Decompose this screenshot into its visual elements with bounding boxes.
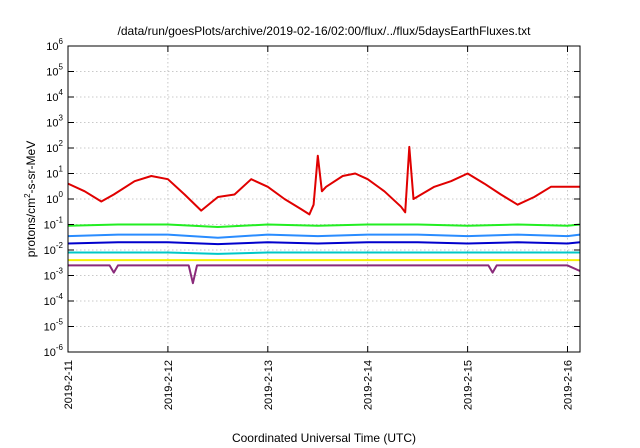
y-tick-exponent: 5 <box>59 63 64 72</box>
y-axis-label-part: protons/cm <box>24 198 38 257</box>
y-tick-exponent: 1 <box>59 165 64 174</box>
y-tick-base: 10 <box>46 194 58 206</box>
x-tick-label: 2019-2-14 <box>363 360 375 410</box>
y-tick-labels: 10-610-510-410-310-210-11001011021031041… <box>44 37 64 359</box>
x-tick-label: 2019-2-15 <box>463 360 475 410</box>
y-tick-exponent: 4 <box>59 88 64 97</box>
series-line-1 <box>67 145 580 216</box>
y-tick-exponent: -5 <box>56 318 64 327</box>
axis-ticks <box>67 45 580 353</box>
y-tick-label: 10-5 <box>44 318 64 334</box>
y-tick-label: 106 <box>46 37 63 53</box>
y-tick-base: 10 <box>46 92 58 104</box>
y-tick-base: 10 <box>46 67 58 79</box>
y-tick-base: 10 <box>44 245 56 257</box>
grid-lines <box>67 45 580 353</box>
y-axis-label-part: -s-sr-MeV <box>24 141 38 194</box>
y-tick-base: 10 <box>44 296 56 308</box>
y-tick-label: 10-6 <box>44 343 64 359</box>
y-tick-base: 10 <box>46 143 58 155</box>
y-tick-exponent: -2 <box>56 241 64 250</box>
y-tick-label: 103 <box>46 114 63 130</box>
y-tick-label: 104 <box>46 88 63 104</box>
y-tick-base: 10 <box>44 322 56 334</box>
series-line-3 <box>67 233 581 239</box>
y-tick-base: 10 <box>44 271 56 283</box>
y-tick-base: 10 <box>46 169 58 181</box>
y-tick-exponent: -3 <box>56 267 64 276</box>
y-tick-base: 10 <box>46 41 58 53</box>
x-tick-labels: 2019-2-11 2019-2-12 2019-2-13 2019-2-14 2019… <box>63 360 575 410</box>
y-tick-label: 102 <box>46 139 63 155</box>
y-tick-exponent: 2 <box>59 139 64 148</box>
y-tick-label: 101 <box>46 165 63 181</box>
series-line-7 <box>68 264 581 285</box>
y-tick-base: 10 <box>44 347 56 359</box>
y-tick-exponent: 6 <box>59 37 64 46</box>
y-tick-exponent: 0 <box>59 190 64 199</box>
chart-title: /data/run/goesPlots/archive/2019-02-16/0… <box>118 24 532 38</box>
y-tick-label: 100 <box>46 190 63 206</box>
y-tick-label: 10-1 <box>44 216 64 232</box>
y-axis-label-superscript: 2 <box>23 193 32 198</box>
x-tick-label: 2019-2-13 <box>263 360 275 410</box>
x-tick-label: 2019-2-11 <box>63 360 75 409</box>
y-tick-label: 10-2 <box>44 241 64 257</box>
y-tick-exponent: -4 <box>56 292 64 301</box>
y-tick-label: 105 <box>46 63 63 79</box>
y-tick-exponent: 3 <box>59 114 64 123</box>
series-lines <box>67 145 581 285</box>
y-tick-exponent: -6 <box>56 343 64 352</box>
x-tick-label: 2019-2-16 <box>563 360 575 410</box>
y-tick-base: 10 <box>44 220 56 232</box>
series-line-5 <box>68 251 580 255</box>
y-tick-base: 10 <box>46 118 58 130</box>
y-tick-exponent: -1 <box>56 216 64 225</box>
series-line-4 <box>67 241 581 246</box>
x-axis-label: Coordinated Universal Time (UTC) <box>232 431 416 445</box>
y-axis-label: protons/cm2-s-sr-MeV <box>23 141 38 257</box>
y-tick-label: 10-4 <box>44 292 64 308</box>
x-tick-label: 2019-2-12 <box>163 360 175 410</box>
y-tick-label: 10-3 <box>44 267 64 283</box>
series-line-2 <box>67 223 581 228</box>
